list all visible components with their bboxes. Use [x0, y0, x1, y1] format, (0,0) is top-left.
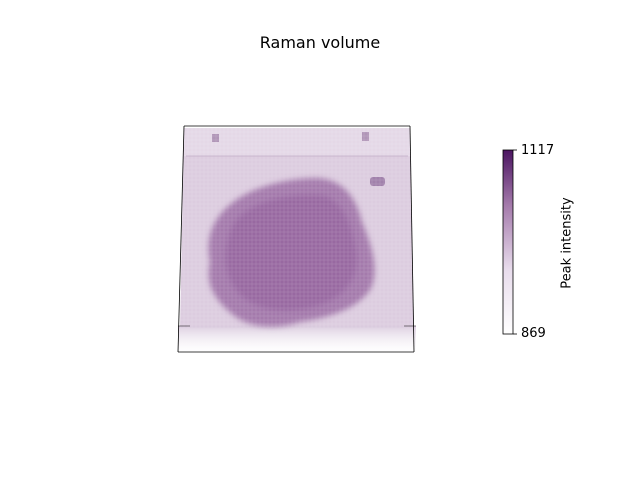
colorbar-label: Peak intensity	[559, 197, 575, 289]
colorbar-min-label: 869	[521, 326, 546, 341]
bounding-box	[177, 125, 416, 353]
volume-bottom-slab	[178, 326, 416, 354]
voxel-volume	[178, 128, 416, 354]
colorbar	[502, 149, 517, 335]
box-edge-right	[409, 125, 415, 353]
chart-title: Raman volume	[259, 33, 381, 52]
colorbar-max-label: 1117	[521, 143, 555, 158]
box-edge-left	[177, 125, 185, 353]
voxel-grid-texture	[180, 128, 414, 328]
colorbar-gradient	[502, 149, 514, 335]
